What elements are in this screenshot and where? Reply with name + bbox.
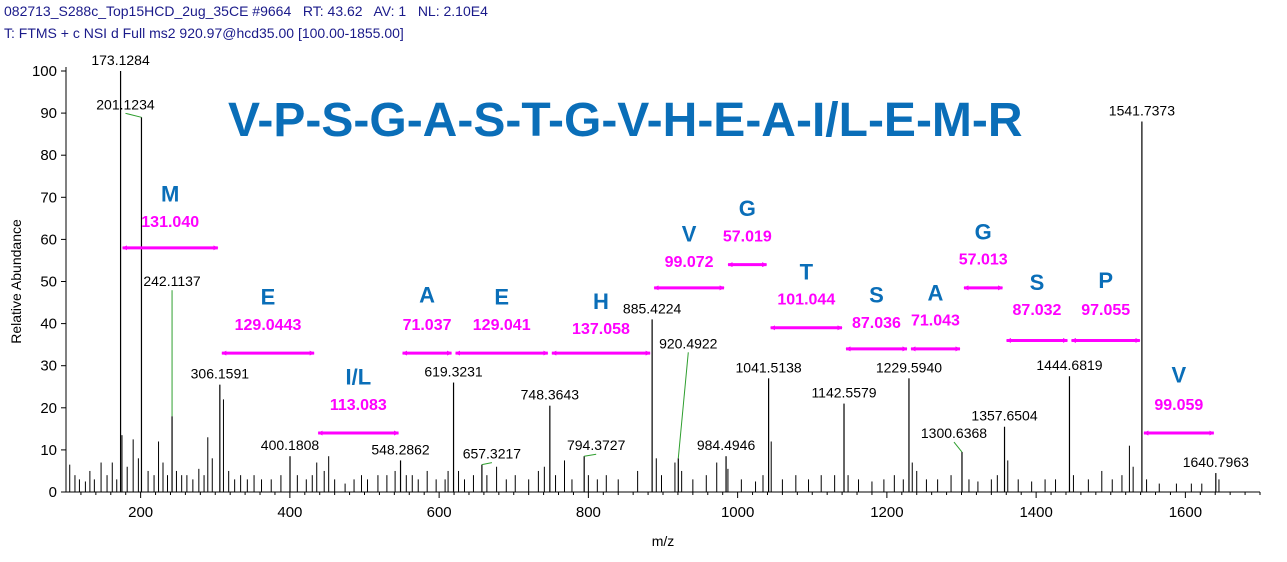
residue-mass-label: 129.041 [473,317,531,334]
peak-label: 201.1234 [96,96,155,112]
peak-label: 1444.6819 [1036,357,1102,373]
scan-header-line1: 082713_S288c_Top15HCD_2ug_35CE #9664 RT:… [4,3,488,19]
y-tick-label: 60 [40,231,57,248]
residue-letter: E [494,285,509,310]
x-tick-label: 1600 [1169,504,1202,521]
y-tick-label: 10 [40,442,57,459]
residue-mass-label: 129.0443 [235,317,302,334]
residue-letter: S [1030,270,1045,295]
peak-label: 306.1591 [191,366,250,382]
y-tick-label: 20 [40,400,57,417]
residue-mass-label: 71.043 [911,313,960,330]
peak-label: 173.1284 [91,52,150,68]
x-tick-label: 400 [277,504,302,521]
x-tick-label: 1400 [1019,504,1052,521]
residue-letter: A [928,280,944,305]
y-tick-label: 100 [32,63,57,80]
peak-label: 400.1808 [261,437,320,453]
y-tick-label: 50 [40,274,57,291]
residue-mass-label: 113.083 [330,397,387,414]
y-tick-label: 80 [40,147,57,164]
peptide-sequence: V-P-S-G-A-S-T-G-V-H-E-A-I/L-E-M-R [228,94,1023,147]
peak-label: 548.2862 [371,441,430,457]
residue-letter: G [975,219,992,244]
minor-peaks [69,399,1220,492]
peak-leader-line [677,352,689,459]
labeled-peaks: 173.1284 201.1234 242.1137 306.1591 400.1808… [91,52,1249,492]
axes: 0 10 20 30 40 50 60 70 80 90 100 200 400 600 800 1000 12… [8,63,1261,549]
residue-letter: P [1098,268,1113,293]
peak-label: 1640.7963 [1183,454,1249,470]
peak-label: 748.3643 [521,387,580,403]
y-tick-label: 30 [40,358,57,375]
x-tick-label: 600 [427,504,452,521]
residue-letter: S [869,283,884,308]
residue-letter: V [1172,363,1187,388]
x-tick-label: 800 [576,504,601,521]
peak-label: 1041.5138 [736,359,802,375]
peak-label: 1142.5579 [811,385,876,401]
y-tick-label: 40 [40,316,57,333]
peak-label: 984.4946 [697,437,756,453]
x-tick-label: 1000 [721,504,754,521]
peak-label: 619.3231 [424,364,483,380]
y-tick-label: 0 [49,484,57,501]
residue-letter: G [739,196,756,221]
residue-mass-label: 87.036 [852,315,901,332]
peak-label: 242.1137 [143,273,201,289]
residue-mass-label: 87.032 [1013,302,1062,319]
residue-letter: M [161,182,179,207]
residue-mass-label: 57.019 [723,229,772,246]
residue-letter: H [593,289,609,314]
x-axis-label: m/z [652,533,675,549]
residue-mass-label: 99.072 [665,254,714,271]
peak-label: 1541.7373 [1109,103,1175,119]
residue-letter: V [682,222,697,247]
residue-letter: A [419,283,435,308]
y-axis-label: Relative Abundance [8,219,24,344]
residue-mass-label: 97.055 [1081,302,1130,319]
x-tick-label: 200 [128,504,153,521]
peak-label: 1357.6504 [971,408,1037,424]
y-tick-label: 70 [40,189,57,206]
peak-leader-line [584,453,597,457]
peak-label: 885.4224 [623,300,682,316]
x-tick-label: 1200 [870,504,903,521]
residue-mass-label: 71.037 [403,317,452,334]
residue-mass-label: 137.058 [572,321,630,338]
residue-mass-label: 131.040 [141,214,199,231]
peak-label: 920.4922 [659,335,718,351]
peak-leader-line [125,112,142,118]
peak-label: 1300.6368 [921,425,987,441]
scan-header-line2: T: FTMS + c NSI d Full ms2 920.97@hcd35.… [4,25,404,41]
peak-leader-line [953,441,963,453]
peak-label: 657.3217 [463,446,522,462]
residue-mass-label: 57.013 [959,252,1008,269]
peak-label: 794.3727 [567,437,626,453]
peak-label: 1229.5940 [876,359,942,375]
peak-leader-line [481,462,492,466]
residue-mass-label: 99.059 [1154,397,1203,414]
y-tick-label: 90 [40,105,57,122]
residue-letter: E [261,285,276,310]
residue-letter: I/L [346,365,372,390]
residue-letter: T [800,259,814,284]
sequence-annotations: 131.040 M 129.0443 E 113.083 I/L 71.037 A 129.04… [122,182,1215,436]
residue-mass-label: 101.044 [777,292,835,309]
